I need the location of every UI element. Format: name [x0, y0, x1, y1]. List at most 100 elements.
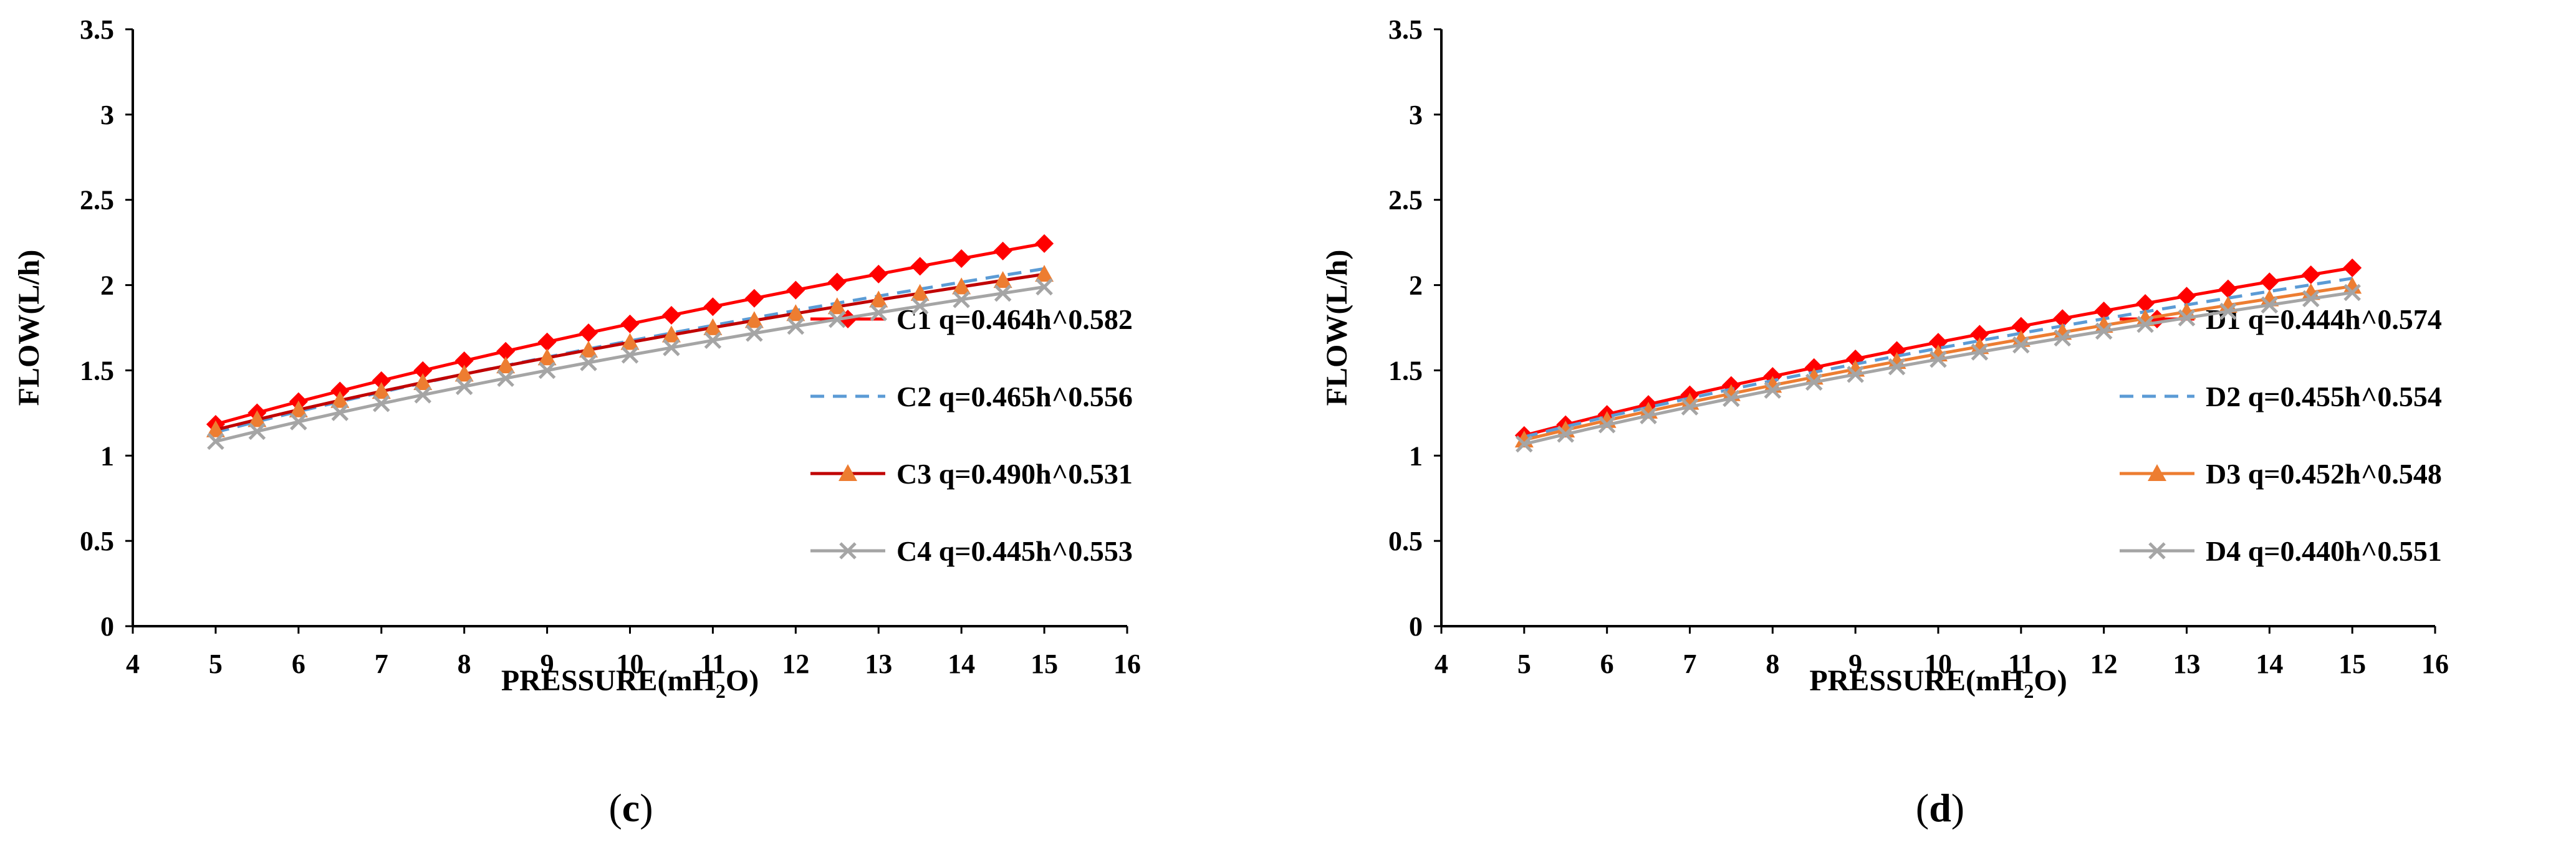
legend-swatch-marker [2148, 464, 2166, 481]
data-point [993, 241, 1012, 260]
data-point [1888, 358, 1906, 376]
data-point [703, 318, 723, 335]
legend-entry: D2 q=0.455h^0.554 [2120, 381, 2442, 412]
data-point [372, 371, 391, 390]
x-tick-label: 7 [1683, 649, 1697, 679]
data-point [413, 361, 433, 380]
chart-panel-c: 0 0.5 1 1.5 2 2.5 3 3.5 4 5 6 7 8 9 10 11 12 13 14 15 16 PRES… [12, 14, 1141, 830]
data-point [2301, 265, 2320, 284]
x-tick-label: 4 [126, 649, 140, 679]
x-tick-label: 6 [1600, 649, 1614, 679]
data-point [2136, 315, 2154, 333]
y-tick-label: 1.5 [1388, 355, 1423, 386]
series-4 [207, 278, 1053, 450]
data-point [952, 277, 971, 295]
x-tick-label: 6 [292, 649, 305, 679]
data-point [786, 280, 805, 300]
data-point [331, 404, 349, 421]
data-point [663, 339, 680, 356]
data-point [1598, 416, 1616, 434]
data-point [330, 391, 350, 408]
data-point [827, 272, 847, 292]
legend-label: D4 q=0.440h^0.551 [2206, 535, 2442, 567]
data-point [496, 356, 516, 374]
legend-entry: C2 q=0.465h^0.556 [810, 381, 1133, 412]
y-tick-label: 2.5 [1388, 185, 1423, 216]
x-axis-title-part: O) [2034, 664, 2067, 697]
data-point [870, 304, 888, 322]
data-point [2011, 317, 2031, 336]
x-tick-label: 9 [541, 649, 554, 679]
data-point [413, 373, 433, 391]
data-point [248, 410, 267, 427]
data-point [993, 271, 1012, 288]
chart-panel-d: 0 0.5 1 1.5 2 2.5 3 3.5 4 5 6 7 8 9 10 11 12 13 14 15 16 PRES… [1320, 14, 2449, 830]
data-point [330, 381, 350, 401]
data-point [454, 351, 474, 370]
data-point [2094, 302, 2113, 321]
x-axis-title-part: PRESSURE(mH [501, 664, 716, 697]
y-tick-label: 2 [1409, 270, 1423, 301]
legend-entry: C3 q=0.490h^0.531 [810, 458, 1133, 490]
legend-label: C3 q=0.490h^0.531 [896, 458, 1133, 490]
legend-label: C1 q=0.464h^0.582 [896, 303, 1133, 335]
data-point [2012, 336, 2030, 354]
legend-entry: D4 q=0.440h^0.551 [2120, 535, 2442, 567]
data-point [911, 297, 929, 315]
caption-paren: ( [1916, 786, 1929, 830]
x-tick-label: 14 [2256, 649, 2283, 679]
x-tick-label: 8 [1766, 649, 1779, 679]
data-point [2053, 309, 2072, 328]
y-tick-label: 2.5 [80, 185, 114, 216]
panel-caption: (c) [608, 786, 653, 830]
legend-entry: C4 q=0.445h^0.553 [810, 535, 1133, 567]
data-point [620, 314, 640, 333]
x-tick-label: 11 [700, 649, 726, 679]
data-point [746, 325, 763, 342]
data-point [1516, 435, 1533, 453]
y-tick-label: 3.5 [80, 14, 114, 45]
data-point [289, 400, 308, 417]
x-tick-label: 9 [1848, 649, 1862, 679]
data-point [537, 348, 557, 366]
legend-label: D2 q=0.455h^0.554 [2206, 381, 2442, 412]
x-tick-label: 11 [2008, 649, 2034, 679]
y-tick-label: 0 [1409, 611, 1423, 642]
x-tick-label: 12 [2090, 649, 2118, 679]
data-point [455, 378, 473, 396]
data-point [2261, 296, 2279, 314]
data-point [414, 386, 431, 404]
data-point [1036, 278, 1053, 296]
legend-swatch-marker [2148, 542, 2166, 560]
data-point [290, 413, 307, 431]
data-point [538, 361, 556, 379]
legend-label: C2 q=0.465h^0.556 [896, 381, 1133, 412]
caption-paren: ( [608, 786, 622, 830]
data-point [2054, 329, 2072, 347]
data-point [994, 284, 1012, 302]
data-point [1970, 325, 1989, 344]
data-point [869, 290, 888, 308]
x-tick-label: 15 [1031, 649, 1058, 679]
series-3 [206, 265, 1054, 437]
y-tick-label: 3 [1409, 100, 1423, 130]
data-point [2343, 258, 2362, 277]
data-point [2095, 322, 2113, 340]
data-point [2219, 302, 2237, 320]
x-tick-label: 4 [1435, 649, 1448, 679]
y-tick-label: 3.5 [1388, 14, 1423, 45]
legend-entry: C1 q=0.464h^0.582 [810, 303, 1133, 335]
data-point [661, 325, 681, 343]
data-point [580, 354, 597, 371]
legend-label: C4 q=0.445h^0.553 [896, 535, 1133, 567]
data-point [496, 341, 516, 361]
data-point [1971, 343, 1989, 361]
data-point [620, 333, 640, 350]
caption-letter: d [1929, 786, 1951, 830]
x-tick-label: 5 [209, 649, 223, 679]
data-point [787, 317, 805, 335]
y-axis-title: FLOW(L/h) [12, 250, 46, 406]
x-tick-label: 13 [865, 649, 892, 679]
legend-label: D3 q=0.452h^0.548 [2206, 458, 2442, 490]
